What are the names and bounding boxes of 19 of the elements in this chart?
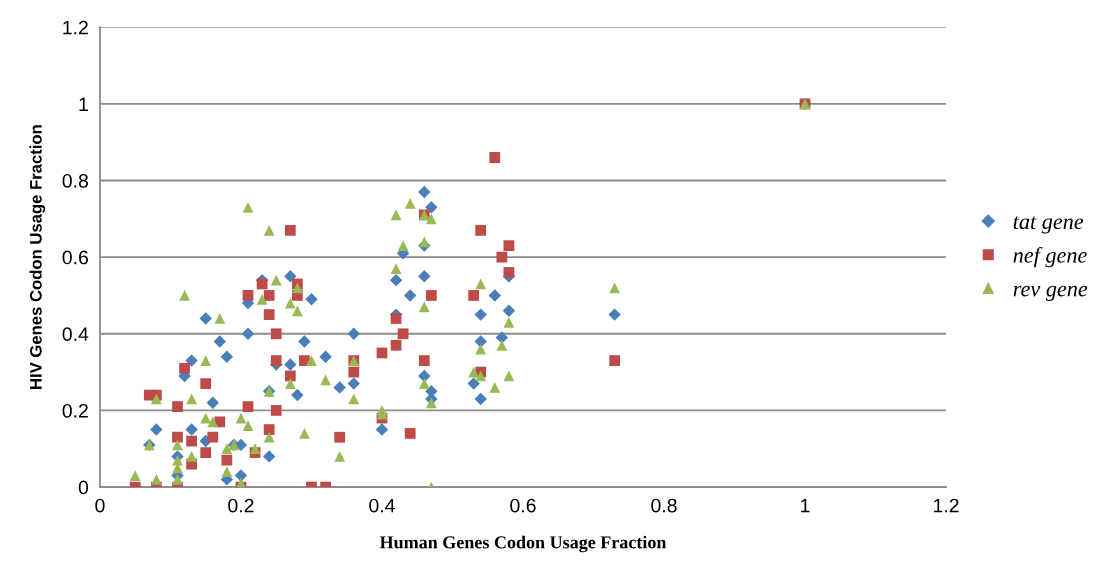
legend-label: nef gene: [1013, 246, 1087, 268]
legend-label: tat gene: [1013, 216, 1084, 234]
y-tick-label: 0.6: [62, 250, 88, 265]
x-tick-label: 0.6: [510, 498, 536, 513]
x-tick-label: 1.2: [934, 498, 959, 513]
x-tick-label: 0.2: [228, 498, 254, 513]
y-axis-title: HIV Genes Codon Usage Fraction: [29, 125, 46, 389]
x-tick-label: 0.8: [651, 498, 677, 513]
y-tick-label: 0.4: [62, 327, 89, 342]
y-tick-label: 0.8: [62, 173, 88, 188]
x-tick-label: 0: [95, 498, 105, 513]
x-tick-label: 1: [801, 498, 810, 513]
legend-label: rev gene: [1013, 285, 1088, 301]
y-tick-label: 1: [79, 97, 88, 111]
y-tick-label: 0: [78, 480, 89, 495]
x-tick-label: 0.4: [369, 498, 395, 513]
y-tick-label: 1.2: [63, 20, 88, 35]
x-axis-title: Human Genes Codon Usage Fraction: [379, 535, 667, 553]
y-tick-label: 0.2: [62, 403, 88, 418]
